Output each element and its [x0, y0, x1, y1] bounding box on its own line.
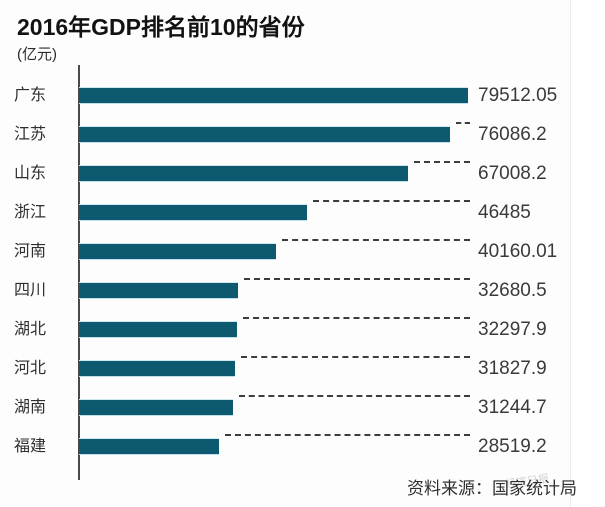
leader-line	[241, 356, 470, 358]
value-label: 31827.9	[478, 358, 547, 379]
bar-track	[79, 322, 579, 337]
category-label: 河北	[14, 360, 47, 377]
bar-row: 河南 40160.01	[0, 232, 605, 271]
plot-area: 广东 79512.05 江苏 76086.2 山东 67008.2 浙江 46485 河南 401…	[0, 60, 605, 480]
bar-track	[79, 88, 579, 103]
bar-track	[79, 439, 579, 454]
category-label: 浙江	[14, 204, 47, 221]
page-title: 2016年GDP排名前10的省份	[17, 14, 305, 40]
category-label: 湖北	[14, 321, 47, 338]
leader-line	[225, 434, 470, 436]
leader-line	[313, 200, 470, 202]
category-label: 广东	[14, 87, 47, 104]
leader-line	[243, 317, 470, 319]
bar	[79, 361, 235, 376]
bar-track	[79, 127, 579, 142]
leader-line	[456, 122, 470, 124]
value-label: 76086.2	[478, 124, 547, 145]
value-label: 46485	[478, 202, 531, 223]
category-label: 河南	[14, 243, 47, 260]
bar-track	[79, 361, 579, 376]
value-label: 79512.05	[478, 85, 558, 106]
bar	[79, 283, 238, 298]
bar	[79, 88, 468, 103]
leader-line	[244, 278, 470, 280]
value-label: 40160.01	[478, 241, 558, 262]
value-label: 31244.7	[478, 397, 547, 418]
category-label: 四川	[14, 282, 47, 299]
bar	[79, 439, 219, 454]
bar	[79, 205, 307, 220]
bar	[79, 322, 237, 337]
bar-row: 湖北 32297.9	[0, 310, 605, 349]
category-label: 江苏	[14, 126, 47, 143]
bar-row: 河北 31827.9	[0, 349, 605, 388]
bar-row: 四川 32680.5	[0, 271, 605, 310]
bar-track	[79, 283, 579, 298]
bar-row: 江苏 76086.2	[0, 115, 605, 154]
bar-track	[79, 205, 579, 220]
bar-track	[79, 244, 579, 259]
leader-line	[282, 239, 470, 241]
bar-row: 湖南 31244.7	[0, 388, 605, 427]
bar-track	[79, 166, 579, 181]
bar-row: 福建 28519.2	[0, 427, 605, 466]
bar-row: 浙江 46485	[0, 193, 605, 232]
bar-track	[79, 400, 579, 415]
category-label: 福建	[14, 438, 47, 455]
bar	[79, 244, 276, 259]
panel-right-edge	[570, 0, 605, 507]
axis-unit-label: (亿元)	[17, 46, 57, 63]
bar	[79, 400, 233, 415]
y-axis-line	[78, 65, 80, 480]
category-label: 山东	[14, 165, 47, 182]
bar	[79, 166, 408, 181]
value-label: 32680.5	[478, 280, 547, 301]
source-note: 资料来源：国家统计局	[407, 479, 577, 498]
value-label: 32297.9	[478, 319, 547, 340]
bar	[79, 127, 450, 142]
leader-line	[414, 161, 470, 163]
value-label: 28519.2	[478, 436, 547, 457]
category-label: 湖南	[14, 399, 47, 416]
bar-row: 广东 79512.05	[0, 76, 605, 115]
value-label: 67008.2	[478, 163, 547, 184]
bar-row: 山东 67008.2	[0, 154, 605, 193]
leader-line	[239, 395, 470, 397]
